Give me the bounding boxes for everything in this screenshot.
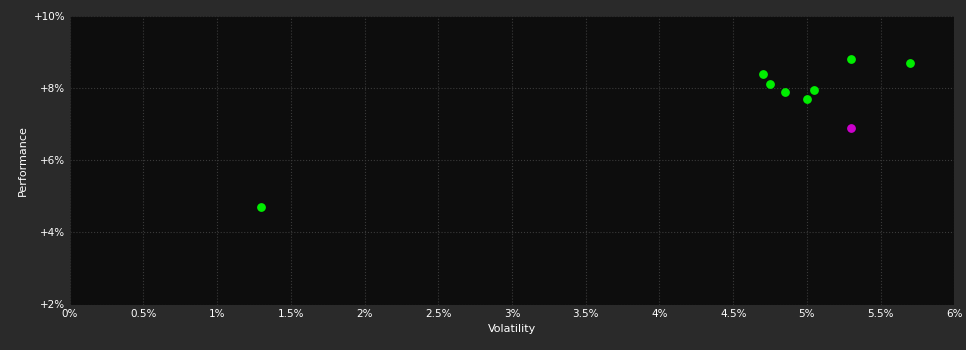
Point <box>777 89 792 95</box>
Point <box>902 60 918 65</box>
Y-axis label: Performance: Performance <box>18 125 28 196</box>
Point <box>755 71 771 76</box>
Point <box>762 82 778 87</box>
Point <box>843 56 859 62</box>
Point <box>799 96 814 101</box>
Point <box>807 87 822 92</box>
Point <box>843 125 859 131</box>
Point <box>253 204 269 210</box>
X-axis label: Volatility: Volatility <box>488 324 536 334</box>
